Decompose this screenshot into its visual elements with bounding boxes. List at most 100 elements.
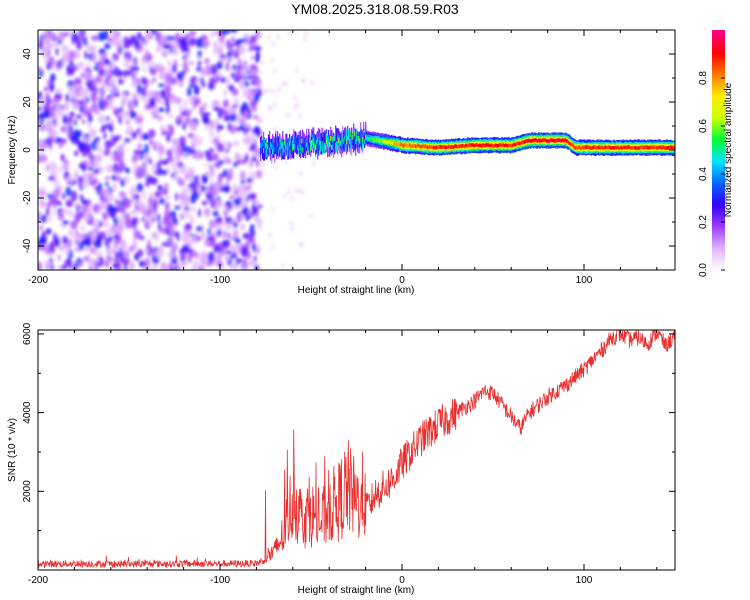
heatmap-cell [342, 139, 344, 150]
heatmap-cell [235, 237, 241, 245]
heatmap-cell [293, 144, 295, 150]
heatmap-cell [301, 138, 303, 144]
colorbar-swatch [712, 182, 725, 185]
heatmap-cell [179, 115, 184, 121]
heatmap-cell [622, 145, 624, 150]
heatmap-cell [40, 214, 47, 224]
heatmap-cell [262, 141, 264, 147]
heatmap-cell [46, 216, 53, 222]
heatmap-cell [211, 64, 216, 71]
heatmap-cell [247, 95, 253, 101]
heatmap-cell [506, 143, 508, 148]
heatmap-cell [250, 55, 255, 61]
heatmap-cell [350, 131, 352, 137]
heatmap-cell [507, 143, 509, 148]
heatmap-cell [273, 68, 277, 74]
heatmap-cell [62, 161, 70, 172]
heatmap-cell [539, 139, 541, 143]
heatmap-cell [589, 146, 591, 150]
heatmap-cell [458, 144, 460, 149]
heatmap-cell [76, 138, 80, 146]
heatmap-cell [132, 154, 138, 163]
heatmap-cell [39, 235, 47, 246]
heatmap-cell [196, 55, 201, 61]
heatmap-cell [316, 142, 318, 153]
heatmap-cell [277, 87, 281, 92]
heatmap-cell [295, 147, 297, 153]
heatmap-cell [155, 46, 160, 53]
heatmap-cell [62, 220, 69, 226]
heatmap-cell [176, 143, 182, 152]
heatmap-cell [329, 141, 331, 147]
heatmap-cell [209, 164, 214, 171]
heatmap-cell [307, 135, 309, 146]
heatmap-cell [290, 227, 294, 232]
heatmap-cell [108, 235, 113, 243]
heatmap-cell [266, 141, 268, 147]
heatmap-cell [203, 208, 211, 216]
heatmap-cell [183, 200, 188, 206]
heatmap-cell [198, 266, 203, 270]
heatmap-cell [526, 139, 528, 143]
heatmap-cell [233, 188, 239, 197]
heatmap-cell [129, 186, 138, 197]
heatmap-cell [338, 138, 340, 143]
heatmap-cell [321, 133, 323, 144]
heatmap-cell [159, 144, 164, 154]
heatmap-cell [257, 204, 263, 209]
heatmap-cell [251, 75, 256, 83]
heatmap-cell [81, 233, 89, 239]
colorbar-swatch [712, 266, 725, 269]
heatmap-cell [361, 129, 363, 140]
heatmap-cell [282, 141, 284, 147]
heatmap-cell [277, 142, 279, 148]
heatmap-cell [430, 145, 432, 149]
heatmap-cell [110, 78, 116, 85]
heatmap-cell [82, 119, 86, 124]
heatmap-cell [51, 209, 56, 216]
heatmap-cell [99, 128, 107, 132]
heatmap-cell [249, 44, 255, 52]
heatmap-cell [151, 177, 158, 186]
heatmap-cell [504, 143, 506, 148]
heatmap-cell [66, 180, 73, 186]
heatmap-cell [275, 149, 277, 155]
heatmap-cell [340, 140, 342, 146]
heatmap-cell [591, 146, 593, 150]
heatmap-cell [70, 220, 78, 230]
heatmap-cell [663, 145, 665, 150]
heatmap-cell [296, 141, 298, 152]
heatmap-cell [270, 143, 272, 160]
heatmap-cell [560, 138, 562, 143]
heatmap-cell [47, 127, 55, 137]
heatmap-cell [261, 138, 263, 149]
heatmap-cell [584, 145, 586, 149]
heatmap-cell [578, 145, 580, 149]
heatmap-cell [267, 35, 271, 40]
heatmap-cell [528, 138, 530, 143]
heatmap-cell [143, 171, 150, 178]
heatmap-cell [212, 210, 219, 217]
heatmap-cell [143, 97, 148, 107]
colorbar-swatch [712, 136, 725, 139]
heatmap-cell [144, 257, 151, 267]
heatmap-cell [246, 177, 253, 183]
heatmap-cell [128, 51, 132, 61]
heatmap-cell [244, 206, 249, 214]
heatmap-cell [61, 138, 67, 144]
heatmap-cell [466, 143, 468, 148]
colorbar-swatch [712, 180, 725, 183]
heatmap-cell [255, 78, 261, 87]
heatmap-cell [166, 134, 171, 142]
heatmap-cell [517, 141, 519, 146]
heatmap-cell [336, 128, 338, 144]
heatmap-cell [277, 140, 279, 157]
heatmap-cell [98, 201, 107, 210]
heatmap-cell [285, 146, 287, 157]
heatmap-cell [117, 51, 122, 56]
heatmap-cell [227, 84, 235, 92]
colorbar-swatch [712, 264, 725, 267]
heatmap-cell [260, 173, 264, 179]
heatmap-cell [527, 139, 529, 143]
heatmap-cell [326, 133, 328, 144]
